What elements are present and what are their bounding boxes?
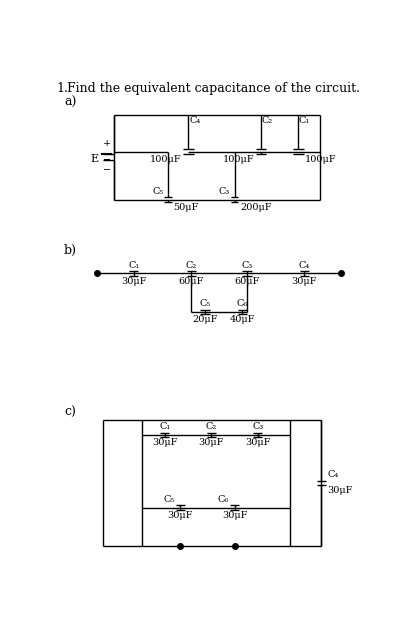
Text: 20μF: 20μF (192, 315, 218, 324)
Text: C₂: C₂ (206, 422, 217, 431)
Text: c): c) (64, 406, 76, 419)
Text: −: − (103, 166, 111, 174)
Text: C₂: C₂ (186, 260, 197, 270)
Text: C₆: C₆ (237, 299, 248, 308)
Text: C₅: C₅ (164, 495, 175, 503)
Text: 100μF: 100μF (304, 155, 336, 164)
Text: C₁: C₁ (299, 116, 310, 125)
Text: 30μF: 30μF (245, 438, 271, 447)
Text: C₁: C₁ (128, 260, 140, 270)
Text: b): b) (64, 244, 77, 257)
Text: C₁: C₁ (159, 422, 170, 431)
Text: 30μF: 30μF (222, 511, 247, 520)
Text: 30μF: 30μF (152, 438, 178, 447)
Text: C₆: C₆ (218, 495, 229, 503)
Text: C₄: C₄ (299, 260, 310, 270)
Text: C₅: C₅ (200, 299, 211, 308)
Text: 40μF: 40μF (230, 315, 255, 324)
Text: C₃: C₃ (252, 422, 263, 431)
Text: a): a) (64, 97, 77, 109)
Text: 30μF: 30μF (121, 277, 147, 285)
Text: Find the equivalent capacitance of the circuit.: Find the equivalent capacitance of the c… (67, 82, 360, 95)
Text: 30μF: 30μF (328, 486, 353, 495)
Text: C₄: C₄ (190, 116, 201, 125)
Text: 30μF: 30μF (198, 438, 224, 447)
Text: C₃: C₃ (241, 260, 253, 270)
Text: 60μF: 60μF (178, 277, 204, 285)
Text: C₄: C₄ (328, 470, 339, 479)
Text: C₂: C₂ (262, 116, 273, 125)
Text: C₃: C₃ (219, 187, 230, 196)
Text: 100μF: 100μF (150, 155, 182, 164)
Text: E: E (90, 154, 98, 164)
Text: +: + (103, 139, 111, 148)
Text: 30μF: 30μF (168, 511, 193, 520)
Text: 30μF: 30μF (292, 277, 317, 285)
Text: 1.: 1. (56, 82, 68, 95)
Text: 50μF: 50μF (173, 202, 199, 212)
Text: 200μF: 200μF (240, 202, 271, 212)
Text: 60μF: 60μF (234, 277, 260, 285)
Text: 100μF: 100μF (223, 155, 255, 164)
Text: C₅: C₅ (152, 187, 163, 196)
